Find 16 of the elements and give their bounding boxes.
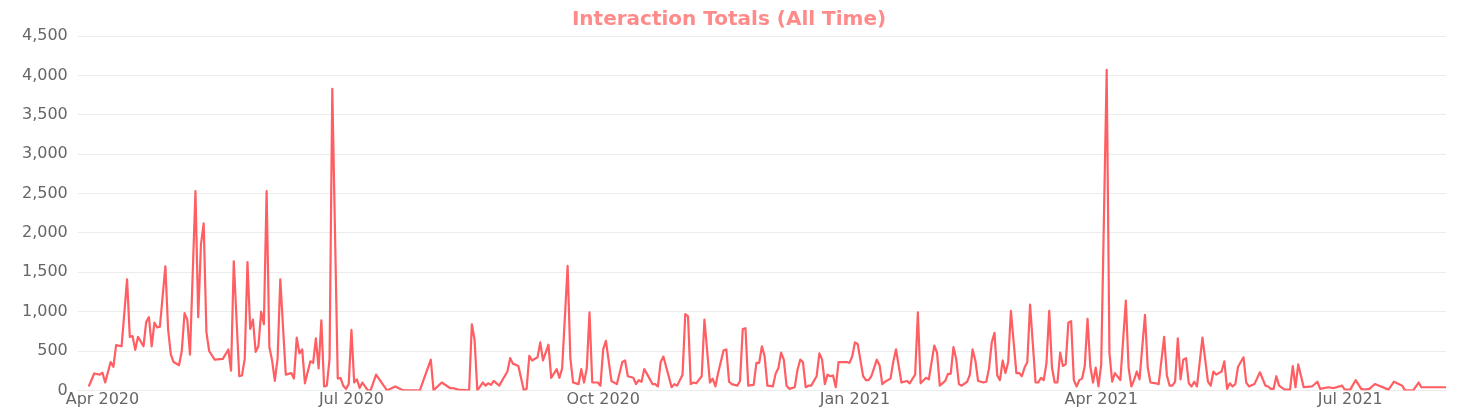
y-tick-label: 0 <box>57 379 68 399</box>
x-tick-label: Jan 2021 <box>818 389 891 409</box>
y-tick-label: 3,500 <box>21 103 68 123</box>
y-tick-label: 4,000 <box>21 64 68 84</box>
x-tick-label: Jul 2021 <box>1316 389 1383 409</box>
y-tick-label: 1,500 <box>21 261 68 281</box>
chart-title: Interaction Totals (All Time) <box>571 6 887 31</box>
y-tick-label: 4,500 <box>21 25 68 45</box>
y-tick-label: 2,000 <box>21 222 68 242</box>
y-tick-label: 3,000 <box>21 143 68 163</box>
y-tick-label: 1,000 <box>21 300 68 320</box>
y-tick-label: 2,500 <box>21 182 68 202</box>
x-tick-label: Apr 2021 <box>1064 389 1138 409</box>
y-tick-label: 500 <box>37 340 68 360</box>
x-tick-label: Oct 2020 <box>566 389 640 409</box>
x-tick-label: Jul 2020 <box>317 389 384 409</box>
